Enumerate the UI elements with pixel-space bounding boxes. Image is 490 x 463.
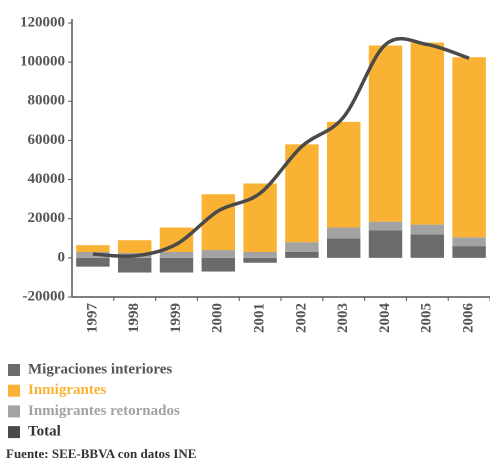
bar-segment	[285, 251, 319, 258]
bar-segment	[368, 45, 403, 222]
legend-marker	[8, 405, 20, 418]
x-tick-label: 2000	[210, 303, 226, 333]
bar-segment	[452, 57, 486, 238]
bar-segment	[243, 251, 277, 258]
x-tick-label: 2005	[419, 303, 435, 333]
legend-label: Inmigrantes retornados	[28, 403, 180, 419]
bar-segment	[452, 246, 486, 258]
x-tick-label: 1997	[84, 303, 100, 334]
x-tick-label: 2006	[461, 303, 477, 334]
bar-segment	[326, 238, 361, 258]
legend-marker	[8, 364, 20, 376]
y-tick-label: 20000	[28, 210, 66, 226]
bar-segment	[201, 250, 236, 258]
bar-segment	[201, 194, 236, 251]
bar-segment	[410, 224, 445, 235]
y-tick-label: 60000	[28, 132, 66, 148]
y-tick-label: 40000	[28, 171, 66, 187]
source: Fuente: SEE-BBVA con datos INE	[6, 446, 196, 461]
y-tick-label: 0	[58, 249, 66, 265]
line	[92, 36, 470, 259]
bar-segment	[159, 251, 194, 258]
y-tick-label: -20000	[23, 288, 66, 304]
x-tick-label: 2003	[335, 303, 351, 333]
bar-segment	[243, 257, 277, 263]
legend-marker	[8, 384, 20, 397]
bar-segment	[326, 227, 361, 239]
bar-segment	[368, 221, 403, 231]
bar-segment	[326, 121, 361, 228]
y-tick-label: 80000	[28, 93, 66, 109]
x-tick-label: 2002	[293, 303, 309, 333]
y-tick-label: 120000	[20, 14, 65, 30]
bar-segment	[285, 242, 319, 252]
legend-marker	[8, 426, 20, 439]
legend-label: Inmigrantes	[28, 382, 106, 398]
bar-segment	[76, 257, 110, 267]
bar-segment	[368, 230, 403, 258]
bar-segment	[117, 240, 152, 253]
bar-segment	[76, 245, 110, 252]
legend-label: Migraciones interiores	[28, 361, 172, 377]
legend-label: Total	[28, 424, 61, 440]
bar-segment	[410, 234, 445, 258]
y-tick-label: 100000	[20, 54, 65, 70]
x-tick-label: 1999	[168, 303, 184, 333]
bar-segment	[159, 257, 194, 273]
x-tick-label: 1998	[126, 303, 142, 333]
bar-segment	[117, 257, 152, 273]
bar-segment	[201, 257, 236, 272]
bar-segment	[452, 237, 486, 247]
x-tick-label: 2001	[252, 303, 268, 333]
x-tick-label: 2004	[377, 303, 393, 334]
bar-segment	[410, 42, 445, 225]
